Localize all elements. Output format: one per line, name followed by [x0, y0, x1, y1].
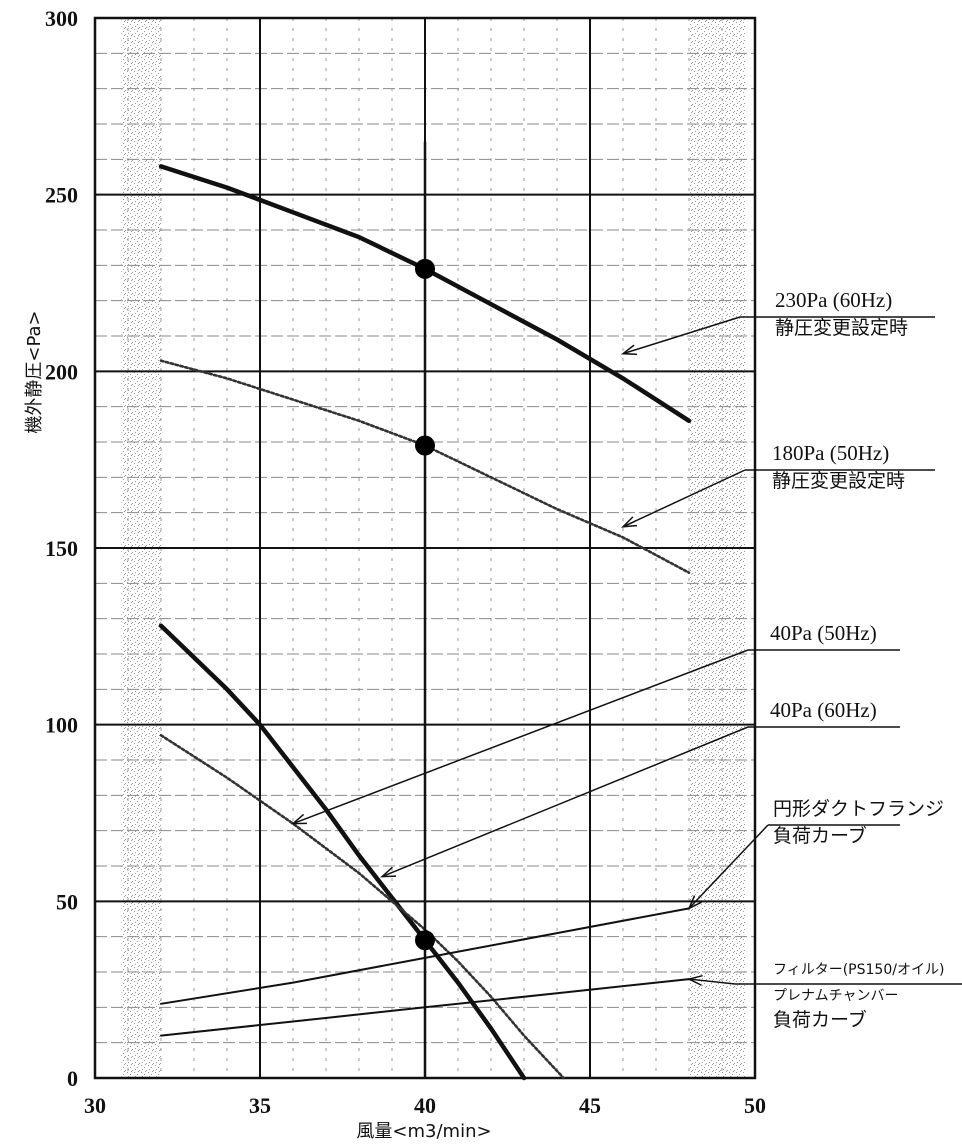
y-tick-label: 50 [56, 889, 78, 914]
markers [415, 258, 435, 951]
annotation-leader [688, 824, 769, 909]
x-tick-label: 45 [579, 1093, 601, 1118]
series-line-3 [158, 623, 527, 1081]
y-axis-title: 機外静圧<Pa> [24, 310, 45, 433]
annotation-label: 40Pa (60Hz) [770, 698, 877, 722]
annotation-leader [622, 316, 741, 355]
annotation-arrowhead [380, 866, 397, 878]
y-tick-label: 100 [45, 713, 78, 738]
x-tick-label: 50 [744, 1093, 766, 1118]
annotation-label: 40Pa (50Hz) [770, 621, 877, 645]
y-tick-label: 0 [67, 1066, 78, 1091]
operating-point-marker [415, 930, 435, 951]
annotation-label: 230Pa (60Hz) [775, 288, 892, 312]
operating-point-marker [415, 258, 435, 279]
annotation-arrowhead [687, 895, 702, 910]
annotation-label: プレナムチャンバー [773, 988, 898, 1004]
annotation-label: フィルター(PS150/オイル) [773, 962, 944, 978]
annotation-arrowhead [620, 344, 638, 356]
annotation-leader [381, 726, 749, 878]
y-tick-label: 300 [45, 6, 78, 31]
y-tick-label: 250 [45, 183, 78, 208]
x-tick-label: 30 [84, 1093, 106, 1118]
series-line-4 [159, 734, 565, 1080]
annotation-leader [688, 978, 736, 985]
annotation-arrowhead [621, 516, 638, 528]
x-tick-label: 40 [414, 1093, 436, 1118]
tick-labels: 30 35 40 45 50 0 50 100 150 200 250 300 [45, 6, 766, 1118]
annotation-label: 静圧変更設定時 [772, 470, 905, 492]
y-tick-label: 150 [45, 536, 78, 561]
annotation-leader [292, 649, 749, 825]
x-axis-title: 風量<m3/min> [356, 1121, 491, 1142]
y-tick-label: 200 [45, 359, 78, 384]
operating-point-marker [415, 435, 435, 456]
annotation-label: 静圧変更設定時 [775, 317, 908, 339]
annotations: 230Pa (60Hz) 静圧変更設定時 180Pa (50Hz) 静圧変更設定時 40… [290, 288, 962, 1031]
annotation-label: 負荷カーブ [773, 1008, 867, 1031]
annotation-leader [622, 469, 746, 528]
annotation-label: 180Pa (50Hz) [772, 441, 889, 465]
annotation-arrowhead [290, 813, 308, 825]
annotation-label: 負荷カーブ [773, 824, 867, 847]
annotation-arrowhead [686, 974, 703, 986]
annotation-label: 円形ダクトフランジ [773, 798, 944, 820]
x-tick-label: 35 [249, 1093, 271, 1118]
